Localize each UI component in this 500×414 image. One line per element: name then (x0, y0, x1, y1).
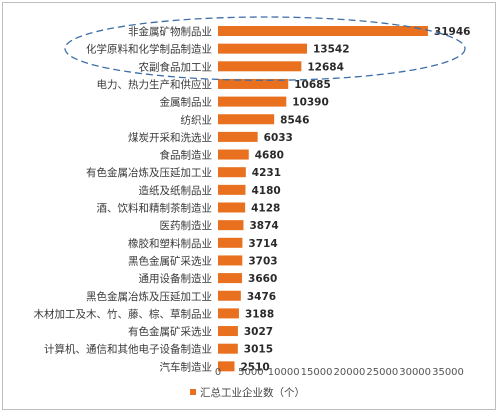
category-label: 纺织业 (181, 113, 213, 126)
x-tick-label: 25000 (366, 367, 398, 378)
category-label: 造纸及纸制品业 (139, 184, 213, 197)
value-label: 3714 (248, 238, 277, 250)
value-label: 6033 (264, 132, 293, 144)
bar-8 (218, 149, 249, 160)
category-label: 有色金属矿采选业 (128, 325, 212, 338)
category-label: 酒、饮料和精制茶制造业 (97, 202, 213, 215)
value-label: 4128 (251, 203, 280, 215)
x-tick-label: 30000 (399, 367, 431, 378)
category-label: 化学原料和化学制品制造业 (86, 43, 212, 56)
highlight-group (64, 16, 466, 81)
category-label: 计算机、通信和其他电子设备制造业 (44, 343, 212, 356)
value-label: 4231 (252, 167, 281, 179)
category-label: 黑色金属矿采选业 (128, 254, 212, 267)
bar-16 (218, 290, 241, 301)
category-label: 电力、热力生产和供应业 (97, 78, 213, 91)
legend-swatch (190, 389, 196, 395)
value-label: 10390 (292, 97, 329, 109)
bar-7 (218, 131, 258, 142)
category-label: 农副食品加工业 (139, 60, 213, 73)
value-label: 3703 (248, 255, 277, 267)
value-labels-group: 31946 13542 12684 10685 10390 8546 6033 4680 423… (240, 26, 470, 373)
value-label: 10685 (294, 79, 331, 91)
x-tick-label: 20000 (334, 367, 366, 378)
value-label: 2510 (240, 361, 269, 373)
value-label: 12684 (307, 61, 344, 73)
bar-11 (218, 202, 246, 213)
value-label: 13542 (313, 44, 350, 56)
highlight-ellipse (64, 16, 466, 81)
x-tick-label: 0 (215, 367, 221, 378)
bar-18 (218, 326, 238, 337)
bar-2 (218, 43, 307, 54)
bar-19 (218, 343, 238, 354)
bar-13 (218, 237, 243, 248)
legend-label: 汇总工业企业数（个） (200, 386, 305, 399)
bar-12 (218, 220, 244, 231)
bar-17 (218, 308, 239, 319)
x-axis-ticks-group: 0 5000 10000 15000 20000 25000 30000 35000 (215, 367, 464, 378)
bar-15 (218, 273, 243, 284)
bar-5 (218, 96, 287, 107)
bars-group (218, 26, 428, 372)
value-label: 4680 (255, 150, 284, 162)
category-labels-group: 非金属矿物制品业化学原料和化学制品制造业农副食品加工业电力、热力生产和供应业金属… (34, 25, 213, 373)
x-tick-label: 10000 (268, 367, 300, 378)
category-label: 通用设备制造业 (139, 272, 213, 285)
category-label: 黑色金属冶炼及压延加工业 (86, 290, 212, 303)
value-label: 3660 (248, 273, 277, 285)
category-label: 橡胶和塑料制品业 (128, 237, 212, 250)
x-tick-label: 15000 (301, 367, 333, 378)
category-label: 食品制造业 (160, 149, 213, 162)
value-label: 3188 (245, 308, 274, 320)
category-label: 医药制造业 (160, 219, 213, 232)
value-label: 8546 (280, 114, 309, 126)
bar-14 (218, 255, 243, 266)
value-label: 4180 (251, 185, 280, 197)
category-label: 煤炭开采和洗选业 (128, 131, 212, 144)
bar-1 (218, 26, 428, 36)
bar-4 (218, 78, 289, 89)
bar-9 (218, 167, 246, 178)
category-label: 木材加工及木、竹、藤、棕、草制品业 (34, 307, 213, 320)
x-tick-label: 35000 (432, 367, 464, 378)
bar-20 (218, 361, 235, 372)
category-label: 非金属矿物制品业 (128, 25, 212, 38)
x-tick-label: 5000 (238, 367, 263, 378)
bar-10 (218, 184, 246, 195)
value-label: 3476 (247, 291, 276, 303)
legend: 汇总工业企业数（个） (190, 386, 305, 399)
value-label: 3027 (244, 326, 273, 338)
category-label: 汽车制造业 (160, 360, 213, 373)
bar-3 (218, 61, 302, 72)
value-label: 3015 (244, 344, 273, 356)
category-label: 金属制品业 (160, 96, 213, 109)
bar-6 (218, 114, 275, 125)
value-label: 3874 (249, 220, 278, 232)
value-label: 31946 (434, 26, 471, 38)
category-label: 有色金属冶炼及压延加工业 (86, 166, 212, 179)
